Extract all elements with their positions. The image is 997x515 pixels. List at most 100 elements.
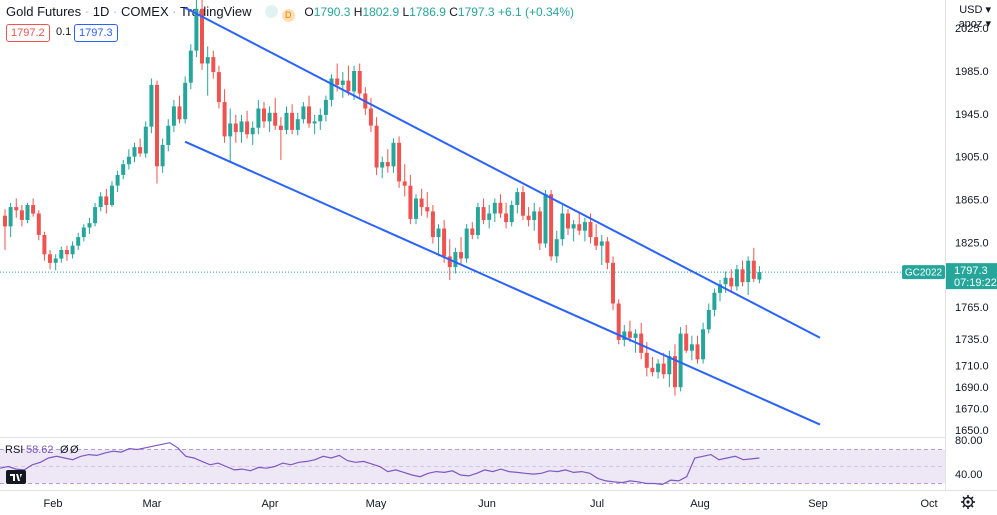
candle-body bbox=[307, 106, 311, 124]
candle-body bbox=[408, 185, 413, 219]
candle-body bbox=[81, 227, 86, 238]
symbol-name[interactable]: Gold Futures bbox=[6, 4, 82, 19]
candle-body bbox=[436, 228, 441, 238]
candle-body bbox=[622, 331, 627, 340]
candle-body bbox=[177, 106, 182, 120]
candle-body bbox=[132, 147, 137, 157]
candle-body bbox=[526, 215, 531, 220]
candle-body bbox=[504, 213, 509, 223]
tradingview-logo bbox=[6, 470, 26, 484]
candle-body bbox=[104, 196, 109, 205]
candle-body bbox=[205, 57, 210, 64]
candle-body bbox=[509, 205, 514, 223]
candle-body bbox=[98, 196, 103, 208]
candle-body bbox=[549, 194, 554, 257]
candle-body bbox=[110, 185, 114, 205]
time-axis-labels: Feb Mar Apr May Jun Jul Aug Sep Oct bbox=[44, 498, 938, 510]
dividend-badge[interactable]: D bbox=[281, 9, 295, 22]
candle-body bbox=[729, 277, 734, 287]
candle-body bbox=[487, 213, 492, 220]
price-tick-label: 1985.0 bbox=[955, 66, 989, 78]
candle-body bbox=[3, 215, 7, 227]
candle-body bbox=[8, 207, 13, 227]
candle-body bbox=[233, 123, 238, 133]
candle-body bbox=[160, 144, 165, 167]
interval[interactable]: 1D bbox=[92, 4, 110, 19]
rsi-setting-1: Ø bbox=[60, 444, 69, 456]
candle-body bbox=[391, 142, 396, 167]
candle-body bbox=[245, 121, 250, 135]
separator: · bbox=[172, 4, 180, 19]
candle-body bbox=[723, 277, 728, 285]
candle-body bbox=[521, 192, 525, 216]
candle-body bbox=[53, 258, 58, 263]
candle-body bbox=[262, 108, 266, 122]
candle-body bbox=[740, 269, 745, 283]
candle-body bbox=[650, 367, 655, 373]
candle-body bbox=[582, 222, 587, 231]
candle-body bbox=[419, 198, 424, 208]
candle-body bbox=[616, 303, 621, 340]
candle-body bbox=[515, 192, 520, 205]
candle-body bbox=[673, 356, 677, 388]
candle-body bbox=[239, 121, 244, 133]
candle-body bbox=[183, 82, 188, 120]
candle-body bbox=[554, 239, 559, 257]
sell-price-button[interactable]: 1797.2 bbox=[6, 24, 50, 42]
candle-body bbox=[751, 260, 756, 279]
candle-body bbox=[352, 71, 357, 92]
candle-body bbox=[31, 205, 36, 214]
candle-body bbox=[59, 250, 64, 259]
candle-body bbox=[430, 211, 435, 238]
candle-body bbox=[498, 202, 503, 214]
candle-body bbox=[278, 125, 283, 130]
candle-body bbox=[295, 119, 300, 130]
currency-selector[interactable]: USD ▾ bbox=[959, 4, 991, 16]
candle-body bbox=[633, 333, 638, 338]
candle-body bbox=[290, 112, 295, 130]
price-tick-label: 2025.0 bbox=[955, 23, 989, 35]
candle-body bbox=[149, 84, 154, 127]
candle-body bbox=[188, 50, 193, 83]
candle-body bbox=[318, 114, 323, 122]
candle-body bbox=[627, 331, 632, 338]
symbol-tag-text: GC2022 bbox=[905, 268, 943, 279]
candle-body bbox=[273, 112, 278, 126]
rsi-setting-2: Ø bbox=[70, 444, 79, 456]
separator: · bbox=[84, 4, 93, 19]
price-tick-label: 1825.0 bbox=[955, 238, 989, 250]
price-tick-label: 1765.0 bbox=[955, 302, 989, 314]
candle-body bbox=[284, 112, 289, 130]
market-status-icon[interactable] bbox=[265, 5, 279, 18]
rsi-tick-40: 40.00 bbox=[955, 469, 983, 481]
candle-body bbox=[14, 207, 19, 211]
scale-mode-selector[interactable]: apoz ▾ bbox=[958, 18, 991, 30]
candle-body bbox=[138, 147, 143, 154]
candle-body bbox=[323, 99, 328, 115]
candle-body bbox=[402, 181, 407, 186]
candle-body bbox=[537, 211, 542, 244]
candle-body bbox=[661, 363, 666, 375]
candle-body bbox=[126, 156, 131, 165]
time-label: Jun bbox=[478, 498, 496, 510]
candle-body bbox=[447, 256, 452, 268]
candle-body bbox=[397, 142, 402, 182]
candle-body bbox=[36, 213, 41, 235]
candle-body bbox=[706, 310, 711, 330]
price-tick-label: 1735.0 bbox=[955, 334, 989, 346]
candle-body bbox=[577, 224, 582, 231]
time-label: Apr bbox=[261, 498, 278, 510]
candle-body bbox=[611, 262, 615, 304]
candle-body bbox=[543, 194, 548, 244]
buy-price-button[interactable]: 1797.3 bbox=[74, 24, 118, 42]
rsi-tick-80: 80.00 bbox=[955, 435, 983, 447]
candle-body bbox=[734, 269, 739, 287]
candle-body bbox=[532, 211, 537, 220]
last-price-tag bbox=[946, 263, 997, 290]
candle-body bbox=[695, 344, 700, 360]
time-label: Aug bbox=[690, 498, 710, 510]
candle-body bbox=[464, 228, 469, 259]
candle-body bbox=[216, 72, 221, 103]
candle-body bbox=[414, 198, 418, 219]
